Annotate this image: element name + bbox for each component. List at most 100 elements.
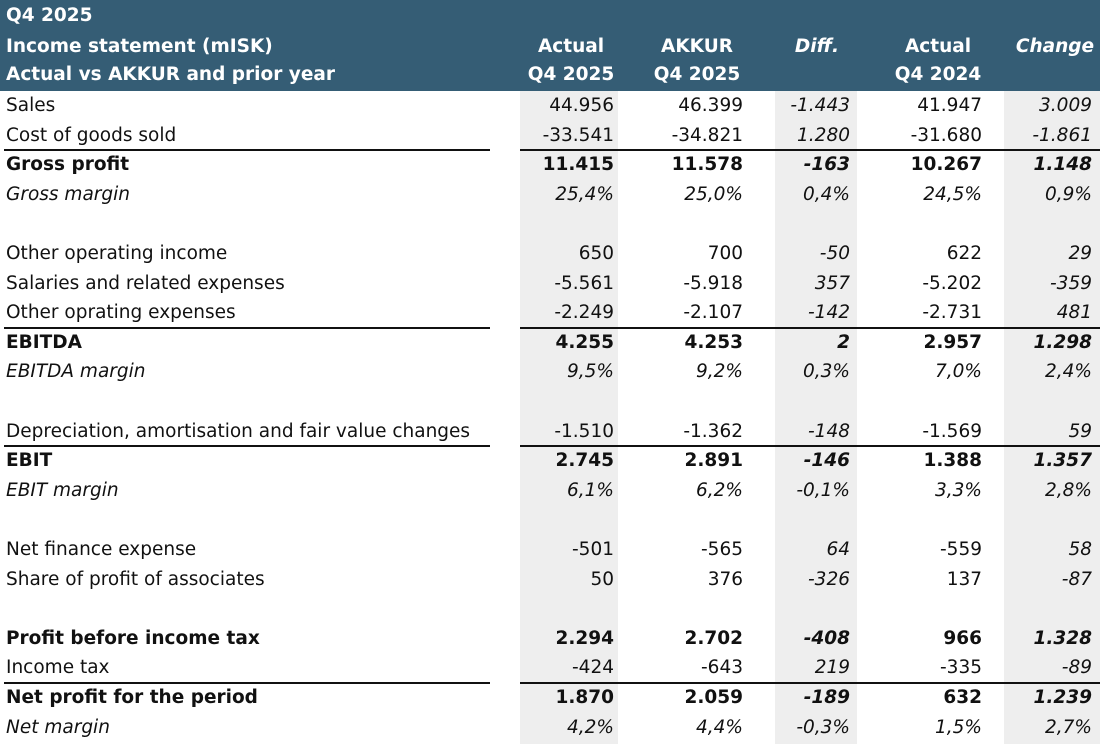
cell-change: 0,9% <box>1045 183 1092 205</box>
cell-diff: -189 <box>803 687 850 708</box>
cell-actual-q4-2025: 25,4% <box>555 183 614 205</box>
cell-change: -1.861 <box>1032 124 1092 146</box>
cell-actual-q4-2025: 50 <box>590 568 614 590</box>
row-label: Net finance expense <box>6 539 197 560</box>
subtotal-rule <box>520 445 1100 448</box>
cell-akkur-q4-2025: 11.578 <box>671 154 743 176</box>
cell-akkur-q4-2025: 4.253 <box>684 331 743 353</box>
table-row: Salaries and related expenses -5.561 -5.91… <box>0 269 1100 299</box>
cell-akkur-q4-2025: -643 <box>701 657 743 679</box>
cell-actual-q4-2025: 11.415 <box>542 154 614 176</box>
table-header: Q4 2025 Income statement (mISK) Actual v… <box>0 0 1100 91</box>
cell-actual-q4-2024: 2.957 <box>923 331 982 353</box>
cell-actual-q4-2024: 24,5% <box>923 183 982 205</box>
cell-actual-q4-2025: -501 <box>572 539 614 560</box>
table-row: Net margin 4,2% 4,4% -0,3% 1,5% 2,7% <box>0 713 1100 743</box>
row-label: Sales <box>6 95 56 116</box>
cell-actual-q4-2024: 632 <box>943 687 982 708</box>
cell-diff: -142 <box>808 302 850 324</box>
cell-actual-q4-2024: -1.569 <box>922 420 982 442</box>
cell-change: -89 <box>1061 657 1092 679</box>
cell-change: 481 <box>1056 302 1092 324</box>
cell-actual-q4-2024: 1,5% <box>935 716 982 738</box>
cell-akkur-q4-2025: 4,4% <box>696 716 743 738</box>
cell-diff: 219 <box>814 657 850 679</box>
cell-akkur-q4-2025: 9,2% <box>696 361 743 383</box>
cell-diff: -148 <box>808 420 850 442</box>
table-row: Gross margin 25,4% 25,0% 0,4% 24,5% 0,9% <box>0 180 1100 210</box>
row-label: Gross margin <box>6 183 130 205</box>
table-row: EBITDA margin 9,5% 9,2% 0,3% 7,0% 2,4% <box>0 357 1100 387</box>
row-label: Depreciation, amortisation and fair valu… <box>6 420 471 442</box>
cell-actual-q4-2025: 650 <box>578 243 614 264</box>
cell-actual-q4-2025: -424 <box>572 657 614 679</box>
cell-akkur-q4-2025: 700 <box>707 243 743 264</box>
cell-change: 29 <box>1068 243 1092 264</box>
table-row: Income tax -424 -643 219 -335 -89 <box>0 653 1100 683</box>
table-row: EBITDA 4.255 4.253 2 2.957 1.298 <box>0 328 1100 358</box>
table-row: Cost of goods sold -33.541 -34.821 1.280 -31… <box>0 121 1100 151</box>
col-header-akkur-top: AKKUR <box>661 36 733 57</box>
cell-actual-q4-2025: 9,5% <box>567 361 614 383</box>
cell-change: 59 <box>1068 420 1092 442</box>
cell-actual-q4-2024: 622 <box>946 243 982 264</box>
row-label: EBIT <box>6 450 53 472</box>
cell-change: 1.298 <box>1033 331 1092 353</box>
cell-diff: -326 <box>808 568 850 590</box>
col-header-actual-bottom: Q4 2025 <box>527 64 615 85</box>
table-row <box>0 209 1100 239</box>
cell-diff: 0,3% <box>803 361 850 383</box>
table-row: EBIT margin 6,1% 6,2% -0,1% 3,3% 2,8% <box>0 476 1100 506</box>
cell-actual-q4-2024: -559 <box>940 539 982 560</box>
cell-change: 1.328 <box>1033 627 1092 649</box>
row-label: Salaries and related expenses <box>6 272 285 294</box>
actual-column-shade <box>520 91 618 744</box>
table-row: Net profit for the period 1.870 2.059 -189 6… <box>0 683 1100 713</box>
cell-change: 2,7% <box>1045 716 1092 738</box>
cell-akkur-q4-2025: 6,2% <box>696 479 743 501</box>
change-column-shade <box>1004 91 1100 744</box>
cell-diff: 64 <box>826 539 850 560</box>
cell-actual-q4-2024: 966 <box>943 627 982 649</box>
cell-akkur-q4-2025: -565 <box>701 539 743 560</box>
table-row: Gross profit 11.415 11.578 -163 10.267 1.148 <box>0 150 1100 180</box>
table-row: EBIT 2.745 2.891 -146 1.388 1.357 <box>0 446 1100 476</box>
cell-change: 1.148 <box>1033 154 1092 176</box>
table-row: Sales 44.956 46.399 -1.443 41.947 3.009 <box>0 91 1100 121</box>
cell-akkur-q4-2025: 25,0% <box>684 183 743 205</box>
row-label: Share of profit of associates <box>6 568 265 590</box>
cell-diff: -0,1% <box>796 479 850 501</box>
row-label: Other operating income <box>6 243 228 264</box>
cell-actual-q4-2025: 6,1% <box>567 479 614 501</box>
row-label: Cost of goods sold <box>6 124 177 146</box>
table-row <box>0 594 1100 624</box>
col-header-prior-actual-top: Actual <box>904 36 972 57</box>
cell-akkur-q4-2025: -2.107 <box>683 302 743 324</box>
diff-column-shade <box>775 91 857 744</box>
row-label: Other oprating expenses <box>6 302 236 324</box>
cell-change: -87 <box>1061 568 1092 590</box>
table-row: Net finance expense -501 -565 64 -559 58 <box>0 535 1100 565</box>
cell-diff: 357 <box>814 272 850 294</box>
cell-actual-q4-2025: 2.745 <box>555 450 614 472</box>
cell-change: 2,8% <box>1045 479 1092 501</box>
cell-actual-q4-2025: 44.956 <box>549 95 614 116</box>
cell-actual-q4-2024: -31.680 <box>910 124 982 146</box>
cell-diff: -146 <box>803 450 850 472</box>
row-label: EBITDA <box>6 331 82 353</box>
row-label: Net margin <box>6 716 110 738</box>
cell-change: 1.239 <box>1033 687 1092 708</box>
table-row: Other oprating expenses -2.249 -2.107 -142 -… <box>0 298 1100 328</box>
row-label: Gross profit <box>6 154 130 176</box>
cell-change: 1.357 <box>1033 450 1092 472</box>
col-header-diff-top: Diff. <box>794 36 840 57</box>
cell-akkur-q4-2025: 2.702 <box>684 627 743 649</box>
cell-actual-q4-2024: 10.267 <box>910 154 982 176</box>
col-header-prior-actual-bottom: Q4 2024 <box>894 64 982 85</box>
cell-akkur-q4-2025: 46.399 <box>678 95 743 116</box>
cell-actual-q4-2025: 4.255 <box>555 331 614 353</box>
row-label: EBIT margin <box>6 479 119 501</box>
statement-title: Income statement (mISK) <box>6 36 273 57</box>
table-row: Depreciation, amortisation and fair valu… <box>0 417 1100 447</box>
